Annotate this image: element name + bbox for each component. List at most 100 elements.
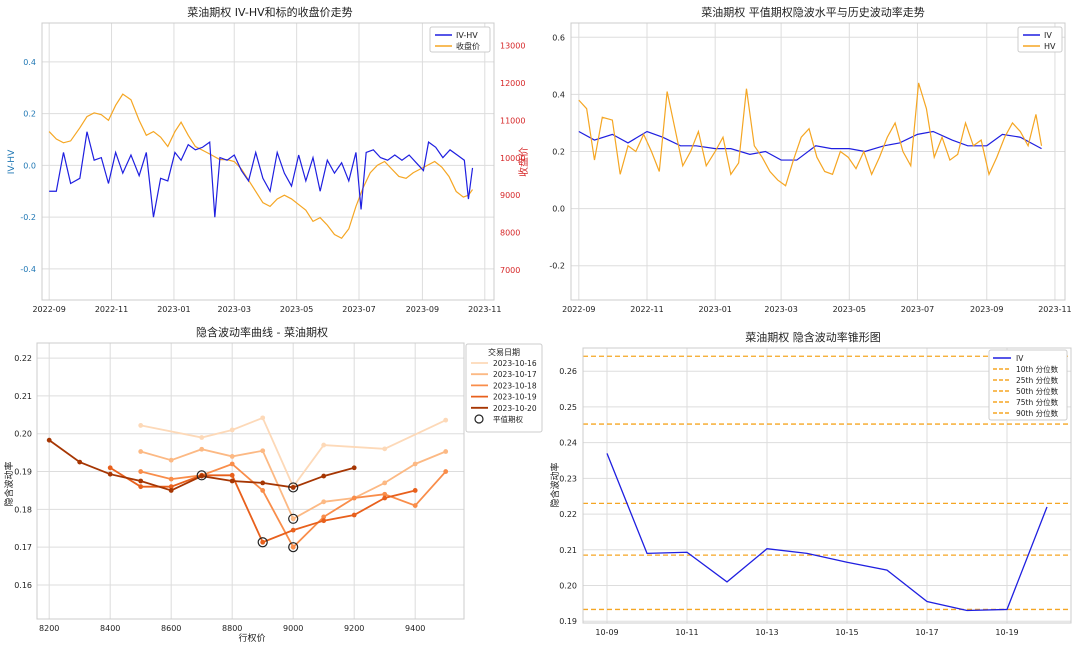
plot-frame — [582, 347, 1072, 624]
data-point — [321, 473, 327, 479]
legend-label: 10th 分位数 — [1016, 364, 1059, 374]
data-point — [412, 461, 418, 467]
y-tick-label: 0.25 — [559, 403, 577, 412]
x-tick-label: 9400 — [405, 624, 425, 633]
data-point — [412, 503, 418, 508]
data-point — [138, 449, 144, 454]
data-point — [382, 495, 388, 501]
x-tick-label: 8800 — [222, 624, 242, 633]
data-point — [321, 514, 327, 520]
legend-label: 2023-10-18 — [493, 381, 537, 390]
legend-label-hv: HV — [1044, 42, 1056, 51]
y-axis-label: 隐含波动率 — [549, 462, 561, 507]
chart-iv-hv-close: 菜油期权 IV-HV和标的收盘价走势 IV-HV 收盘价 2022-09 2022… — [7, 5, 530, 314]
x-tick-label: 10-09 — [595, 628, 618, 637]
data-point — [199, 435, 205, 440]
y2-tick-label: 8000 — [500, 229, 520, 238]
data-point — [290, 544, 296, 550]
x-tick-label: 2023-01 — [157, 305, 190, 314]
data-point — [321, 499, 327, 505]
legend-label: 平值期权 — [493, 414, 523, 424]
plot-frame — [41, 22, 495, 301]
y-tick-label: 0.21 — [14, 392, 32, 401]
y-tick-label: 0.21 — [559, 546, 577, 555]
y2-tick-label: 10000 — [500, 154, 525, 163]
data-point — [382, 446, 388, 452]
plot-frame — [570, 22, 1066, 301]
atm-marker — [257, 537, 268, 548]
data-point — [107, 465, 113, 471]
data-point — [443, 469, 449, 474]
x-tick-label: 10-17 — [915, 628, 938, 637]
data-point — [382, 491, 388, 497]
chart-title: 菜油期权 IV-HV和标的收盘价走势 — [187, 5, 352, 19]
legend-label: 25th 分位数 — [1016, 375, 1059, 385]
y-tick-label: -0.2 — [549, 262, 565, 271]
data-point — [260, 480, 266, 486]
data-point — [229, 478, 235, 484]
series-line-iv-hv — [49, 131, 474, 218]
x-tick-label: 2023-07 — [901, 305, 934, 314]
data-point — [168, 457, 174, 463]
data-point — [290, 516, 296, 522]
data-point — [229, 427, 235, 433]
y2-tick-label: 11000 — [500, 116, 525, 125]
data-point — [199, 473, 205, 479]
legend-label: 90th 分位数 — [1016, 408, 1059, 418]
legend: 交易日期 2023-10-16 2023-10-17 2023-10-18 2023-… — [465, 343, 543, 433]
data-point — [321, 518, 327, 524]
data-point — [138, 423, 144, 428]
y-tick-label: 0.22 — [559, 510, 577, 519]
legend-label: 2023-10-20 — [493, 404, 537, 413]
data-point — [321, 442, 327, 448]
chart-title: 菜油期权 平值期权隐波水平与历史波动率走势 — [701, 5, 925, 19]
x-tick-label: 2023-01 — [698, 305, 731, 314]
y-tick-label: 0.18 — [14, 505, 32, 514]
legend-label: 50th 分位数 — [1016, 386, 1059, 396]
data-point — [168, 488, 174, 493]
chart-title: 隐含波动率曲线 - 菜油期权 — [196, 325, 328, 339]
x-tick-label: 2023-03 — [218, 305, 251, 314]
x-tick-label: 8200 — [39, 624, 59, 633]
y2-tick-label: 13000 — [500, 41, 525, 50]
data-point — [168, 484, 174, 490]
y-tick-label: 0.20 — [559, 582, 577, 591]
data-point — [382, 480, 388, 486]
y-tick-label: 0.26 — [559, 367, 577, 376]
x-tick-label: 9200 — [344, 624, 364, 633]
legend-label-iv: IV — [1044, 31, 1052, 40]
data-point — [168, 476, 174, 482]
legend-label: 75th 分位数 — [1016, 397, 1059, 407]
x-tick-label: 2023-07 — [342, 305, 375, 314]
y2-tick-label: 7000 — [500, 266, 520, 275]
y2-tick-label: 9000 — [500, 191, 520, 200]
x-tick-label: 10-15 — [835, 628, 858, 637]
data-point — [443, 417, 449, 423]
x-tick-label: 2023-05 — [280, 305, 313, 314]
x-tick-label: 10-11 — [675, 628, 698, 637]
legend-label: IV — [1016, 354, 1024, 363]
data-point — [77, 459, 83, 465]
data-point — [199, 446, 205, 452]
x-tick-label: 8400 — [100, 624, 120, 633]
series-line-iv — [606, 453, 1048, 612]
y-tick-label: 0.0 — [552, 205, 565, 214]
data-point — [260, 488, 266, 493]
data-point — [351, 512, 357, 518]
data-point — [260, 539, 266, 545]
y-tick-label: 0.22 — [14, 354, 32, 363]
chart-title: 菜油期权 隐含波动率锥形图 — [745, 330, 881, 344]
x-tick-label: 10-19 — [995, 628, 1018, 637]
atm-marker — [288, 513, 299, 524]
data-point — [229, 454, 235, 459]
y-axis-label: IV-HV — [7, 149, 17, 174]
y-tick-label: 0.17 — [14, 543, 32, 552]
data-point — [443, 449, 449, 454]
legend-label: 2023-10-19 — [493, 393, 537, 402]
x-tick-label: 2022-09 — [32, 305, 65, 314]
atm-marker-icon — [474, 414, 484, 424]
y-tick-label: 0.16 — [14, 581, 32, 590]
atm-marker — [288, 542, 299, 553]
data-point — [260, 415, 266, 421]
